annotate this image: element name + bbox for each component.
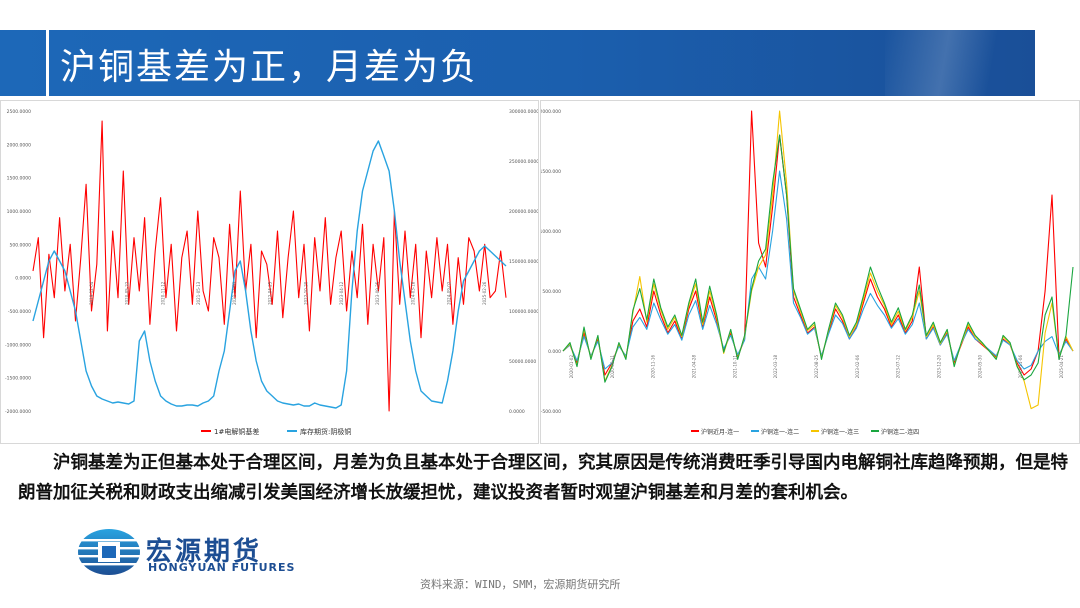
x-tick-label: 2024-05-30	[977, 355, 982, 379]
x-tick-label: 2020-11-16	[651, 355, 656, 379]
series-line	[32, 140, 507, 409]
series-line	[562, 110, 1074, 376]
y-left-tick-label: 2000.0000	[7, 142, 31, 148]
y-tick-label: 1000.000	[541, 229, 561, 235]
y-left-tick-label: 2500.0000	[7, 109, 31, 115]
x-tick-label: 2024-11-06	[1018, 355, 1023, 379]
basis-inventory-chart: 2500.0000 2000.0000 1500.0000 1000.0000 500.…	[5, 109, 539, 436]
y-right-tick-label: 150000.0000	[509, 259, 538, 265]
chart-basis-panel: 2500.0000 2000.0000 1500.0000 1000.0000 500.…	[0, 100, 539, 444]
chart-spread-panel: 2000.000 1500.000 1000.000 500.000 0.000 -500…	[540, 100, 1080, 444]
analysis-paragraph: 沪铜基差为正但基本处于合理区间，月差为负且基本处于合理区间，究其原因是传统消费旺…	[18, 453, 1068, 503]
x-tick-label: 2024-09-02	[446, 281, 451, 305]
y-tick-label: 500.000	[542, 289, 561, 295]
x-tick-label: 2024-03-18	[411, 281, 416, 305]
y-tick-label: 2000.000	[541, 109, 561, 115]
x-tick-label: 2025-02-26	[482, 281, 487, 305]
legend-label: 1#电解铜基差	[214, 427, 259, 436]
logo-name-cn: 宏源期货	[146, 537, 263, 567]
y-right-tick-label: 0.0000	[509, 409, 525, 415]
title-band	[885, 30, 1035, 96]
x-tick-label: 2020-05-22	[125, 281, 130, 305]
series-line	[32, 120, 507, 412]
y-right-tick-label: 250000.0000	[509, 159, 538, 165]
x-tick-label: 2023-04-12	[339, 281, 344, 305]
legend-label: 沪铜连一-连三	[821, 428, 859, 436]
y-left-tick-label: 1500.0000	[7, 176, 31, 182]
logo-name-en: HONGYUAN FUTURES	[148, 561, 296, 574]
y-left-tick-label: -1500.0000	[5, 376, 31, 382]
y-left-tick-label: 500.0000	[10, 242, 32, 248]
x-tick-label: 2022-03-18	[773, 355, 778, 379]
legend-label: 沪铜近月-连一	[701, 428, 739, 436]
title-bar: 沪铜基差为正，月差为负	[0, 30, 1035, 96]
legend-label: 沪铜连一-连二	[761, 428, 799, 436]
page-title: 沪铜基差为正，月差为负	[60, 47, 479, 88]
x-tick-label: 2022-04-25	[268, 281, 273, 305]
x-tick-label: 2023-12-20	[937, 355, 942, 379]
x-tick-label: 2023-02-06	[855, 355, 860, 379]
y-right-tick-label: 200000.0000	[509, 209, 538, 215]
x-tick-label: 2021-11-03	[232, 281, 237, 305]
x-tick-label: 2020-11-12	[160, 281, 165, 305]
legend-label: 库存期货:阴极铜	[300, 427, 351, 436]
y-left-tick-label: -500.0000	[8, 309, 31, 315]
legend-label: 沪铜连二-连四	[881, 428, 919, 436]
x-tick-label: 2022-10-20	[303, 281, 308, 305]
month-spread-chart: 2000.000 1500.000 1000.000 500.000 0.000 -500…	[540, 109, 1074, 436]
x-tick-label: 2021-10-11	[732, 355, 737, 379]
x-tick-label: 2025-04-21	[1059, 355, 1064, 379]
y-left-tick-label: 1000.0000	[7, 209, 31, 215]
x-tick-label: 2023-07-12	[896, 355, 901, 379]
y-right-tick-label: 50000.0000	[509, 359, 536, 365]
x-tick-label: 2019-12-04	[89, 281, 94, 305]
x-tick-label: 2021-05-13	[196, 281, 201, 305]
x-tick-label: 2020-06-11	[610, 355, 615, 379]
x-tick-label: 2020-01-02	[569, 355, 574, 379]
x-tick-label: 2022-08-25	[814, 355, 819, 379]
x-tick-label: 2021-04-28	[692, 355, 697, 379]
x-tick-label: 2023-09-25	[375, 281, 380, 305]
y-left-tick-label: -1000.0000	[5, 342, 31, 348]
series-line	[562, 134, 1074, 383]
y-tick-label: 1500.000	[541, 169, 561, 175]
y-left-tick-label: -2000.0000	[5, 409, 31, 415]
y-left-tick-label: 0.0000	[15, 276, 31, 282]
y-tick-label: -500.000	[541, 409, 561, 415]
company-logo: 宏源期货 HONGYUAN FUTURES	[76, 527, 316, 577]
y-right-tick-label: 300000.0000	[509, 109, 538, 115]
y-right-tick-label: 100000.0000	[509, 309, 538, 315]
source-note: 资料来源：WIND，SMM，宏源期货研究所	[420, 578, 621, 591]
title-accent	[46, 30, 49, 96]
y-tick-label: 0.000	[548, 349, 561, 355]
hongyuan-logo-icon	[78, 529, 140, 575]
